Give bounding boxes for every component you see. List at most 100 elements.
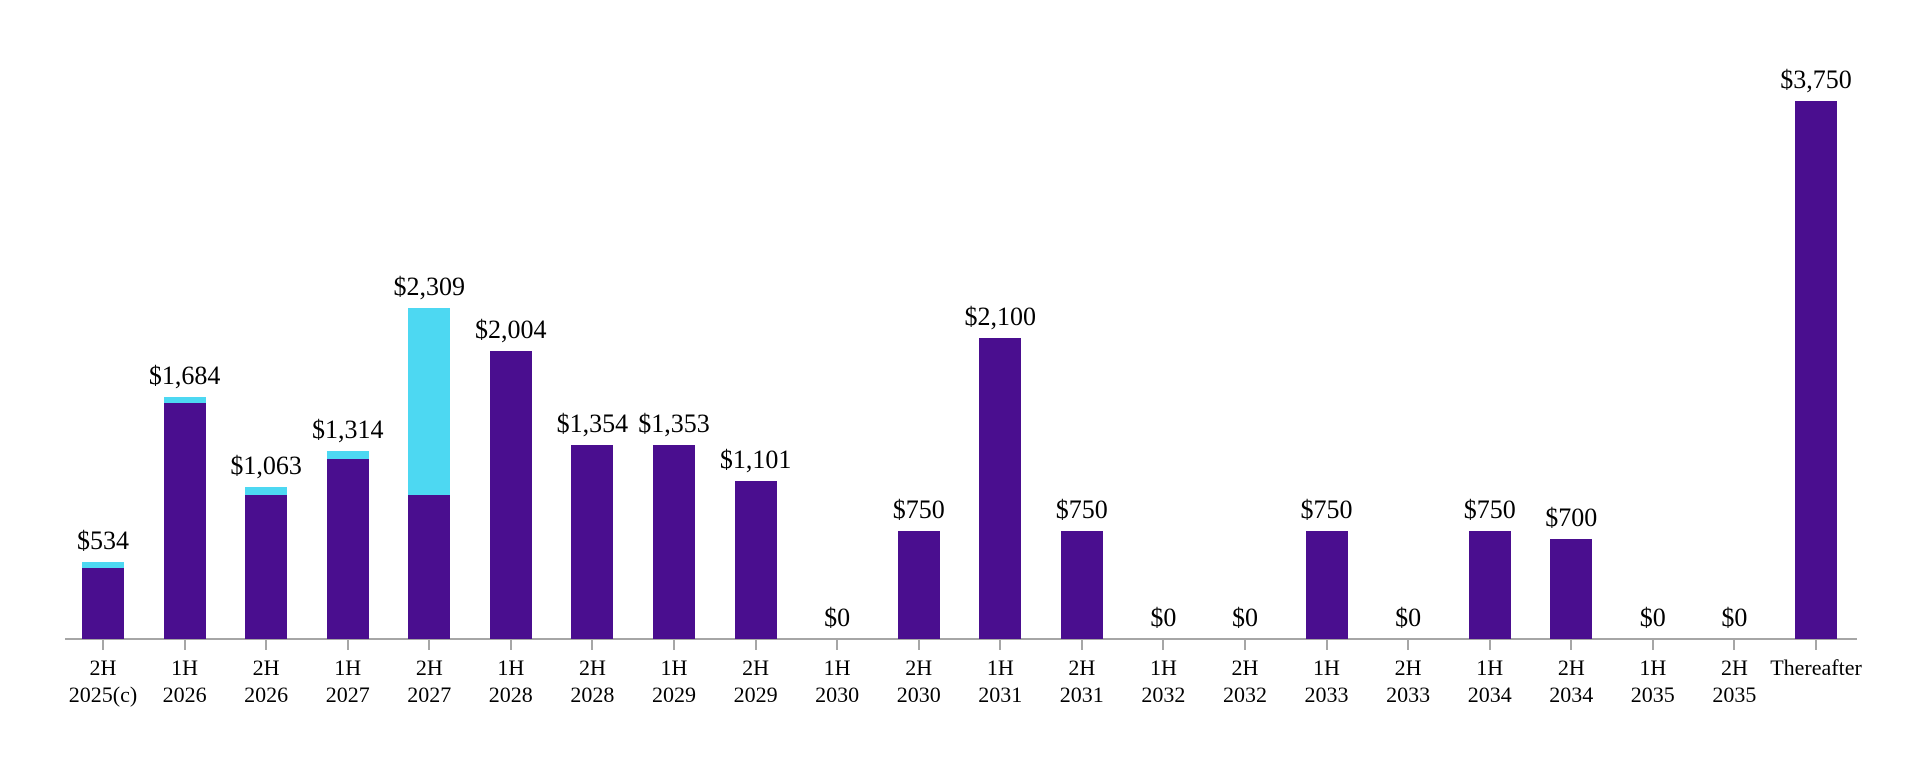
stacked-bar: [82, 562, 124, 639]
bar-value-label: $2,004: [475, 315, 547, 344]
x-axis-label-line1: 2H: [578, 655, 606, 680]
bar-segment-cyan: [82, 562, 124, 568]
x-axis-label-line2: 2028: [488, 682, 533, 707]
bar-segment-purple: [163, 403, 206, 639]
x-axis-label-line1: 1H: [823, 655, 851, 680]
bar-column: $1,353: [619, 409, 729, 639]
x-axis-label-line1: 2H: [1394, 655, 1422, 680]
bar-value-label: $2,309: [393, 272, 466, 301]
bar-column: $0: [1190, 603, 1300, 639]
x-axis-label-line2: 2026: [162, 682, 207, 707]
x-axis-label-line1: 2H: [1557, 655, 1585, 680]
x-axis-label: 2H 2027: [374, 654, 484, 708]
x-axis-label-line2: 2033: [1386, 682, 1431, 707]
axis-tick: [591, 640, 594, 650]
bar-column: $534: [48, 526, 158, 639]
x-axis-label: 1H 2035: [1598, 654, 1708, 708]
x-axis-label-line1: 2H: [905, 655, 933, 680]
x-axis-label-line2: 2025(c): [68, 682, 138, 707]
axis-tick: [265, 640, 268, 650]
bar-segment-purple: [1060, 531, 1103, 639]
axis-tick: [1244, 640, 1246, 650]
x-axis-label: 1H 2029: [619, 654, 729, 708]
bar-column: $1,354: [537, 409, 647, 639]
axis-tick: [836, 640, 839, 650]
bar-segment-purple: [408, 495, 451, 639]
bar-segment-purple: [979, 338, 1022, 639]
bar-value-label: $1,314: [311, 415, 384, 444]
bar-value-label: $1,101: [719, 445, 792, 474]
x-axis-label-line1: 1H: [1476, 655, 1504, 680]
bar-column: $2,100: [945, 302, 1055, 639]
x-axis-label: 2H 2034: [1516, 654, 1626, 708]
bar-column: $0: [1353, 603, 1463, 639]
axis-tick: [673, 640, 675, 650]
axis-tick: [754, 640, 757, 650]
bar-column: $0: [1598, 603, 1708, 639]
x-axis-label-line2: 2033: [1304, 682, 1349, 707]
x-axis-label-line2: 2026: [244, 682, 289, 707]
x-axis-label-line1: 2H: [252, 655, 280, 680]
axis-tick: [183, 640, 186, 650]
bar-column: $750: [1027, 495, 1137, 639]
bar-segment-purple: [571, 445, 614, 639]
x-axis-label: 2H 2028: [537, 654, 647, 708]
x-axis-label-line1: Thereafter: [1770, 655, 1862, 680]
x-axis-label-line1: 1H: [660, 655, 688, 680]
bar-value-label: $0: [1232, 603, 1258, 632]
stacked-bar: [653, 445, 695, 639]
x-axis-label-line1: 2H: [89, 655, 117, 680]
bar-column: $3,750: [1761, 65, 1871, 639]
bar-column: $1,314: [293, 415, 403, 639]
x-axis-label-line2: 2034: [1467, 682, 1512, 707]
bar-column: $2,309: [374, 272, 484, 639]
axis-tick: [1080, 640, 1083, 650]
x-axis-label-line2: 2030: [896, 682, 941, 707]
bar-value-label: $1,063: [230, 451, 302, 480]
bar-value-label: $2,100: [964, 302, 1037, 331]
axis-tick: [346, 640, 349, 650]
stacked-bar: [571, 445, 614, 639]
stacked-bar: [245, 487, 288, 639]
axis-tick: [102, 640, 104, 650]
axis-tick: [1325, 640, 1328, 650]
x-axis-label-line1: 2H: [1068, 655, 1096, 680]
x-axis-label: 2H 2029: [701, 654, 811, 708]
stacked-bar: [326, 451, 369, 639]
stacked-bar: [163, 397, 206, 639]
x-axis-label: 2H 2031: [1027, 654, 1137, 708]
bar-segment-purple: [1795, 101, 1837, 639]
stacked-bar: [1795, 101, 1837, 639]
bar-column: $0: [1108, 603, 1218, 639]
axis-tick: [428, 640, 431, 650]
x-axis-label: 1H 2033: [1272, 654, 1382, 708]
axis-tick: [917, 640, 920, 650]
bar-segment-purple: [653, 445, 695, 639]
bar-value-label: $0: [1150, 603, 1177, 632]
x-axis-label-line1: 2H: [1231, 655, 1259, 680]
x-axis-label-line1: 2H: [742, 655, 770, 680]
x-axis-label: Thereafter: [1761, 654, 1871, 681]
stacked-bar: [897, 531, 940, 639]
x-axis-label-line1: 1H: [171, 655, 199, 680]
axis-tick: [1651, 640, 1654, 650]
axis-tick: [1162, 640, 1165, 650]
x-axis-label: 1H 2031: [945, 654, 1055, 708]
bar-segment-purple: [326, 459, 369, 639]
stacked-bar: [734, 481, 777, 639]
bar-value-label: $0: [1721, 603, 1748, 632]
x-axis-label: 1H 2028: [456, 654, 566, 708]
x-axis-label: 1H 2034: [1435, 654, 1545, 708]
bar-column: $0: [1679, 603, 1789, 639]
x-axis-label: 2H 2026: [211, 654, 321, 708]
bar-value-label: $1,354: [556, 409, 629, 438]
x-axis-label-line2: 2035: [1630, 682, 1675, 707]
bar-value-label: $534: [77, 526, 129, 555]
x-axis-label-line2: 2027: [325, 682, 370, 707]
x-axis-label-line1: 1H: [1149, 655, 1177, 680]
bar-segment-purple: [734, 481, 777, 639]
x-axis-label: 2H 2030: [864, 654, 974, 708]
x-axis-label: 2H 2035: [1679, 654, 1789, 708]
bar-segment-purple: [897, 531, 940, 639]
